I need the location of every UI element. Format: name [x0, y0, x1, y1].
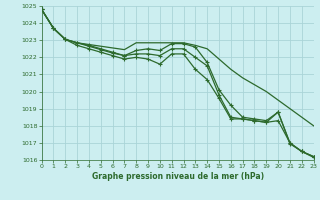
X-axis label: Graphe pression niveau de la mer (hPa): Graphe pression niveau de la mer (hPa)	[92, 172, 264, 181]
